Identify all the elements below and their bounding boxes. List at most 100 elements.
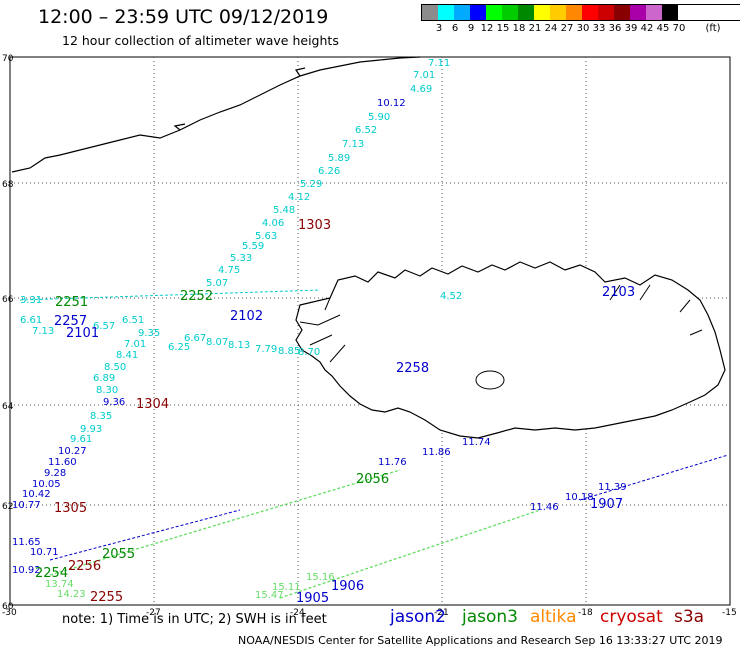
legend-tick-label: 9	[467, 23, 475, 34]
wave-height-value: 5.48	[273, 205, 295, 216]
wave-height-value: 11.76	[378, 457, 407, 468]
legend-color-bar	[421, 4, 740, 21]
wave-height-value: 8.50	[104, 362, 126, 373]
wave-height-value: 5.90	[368, 112, 390, 123]
legend-swatch	[614, 5, 630, 20]
wave-height-value: 5.63	[255, 231, 277, 242]
footer-note: note: 1) Time is in UTC; 2) SWH is in fe…	[62, 612, 327, 627]
pass-label-jason3: 2055	[102, 547, 135, 562]
wave-height-value: 4.06	[262, 218, 284, 229]
wave-height-value: 10.27	[58, 446, 87, 457]
legend-jason3: jason3	[462, 607, 518, 627]
legend-tick-label: 45	[656, 23, 670, 34]
legend-tick-label: 3	[435, 23, 443, 34]
wave-height-value: 4.52	[440, 291, 462, 302]
wave-height-value: 7.13	[342, 139, 364, 150]
iceland-landmass	[295, 261, 726, 439]
pass-label-s3a: 1305	[54, 501, 87, 516]
legend-ticks: 3 6 9 12 15 18 21 24 27 30 33 36 39 42 45 70 (ft)	[421, 21, 740, 35]
lon-label: -27	[146, 608, 161, 618]
legend-jason2: jason2	[390, 607, 446, 627]
wave-height-value: 10.77	[12, 500, 41, 511]
wave-height-value: 15.47	[255, 590, 284, 601]
lon-label: -24	[290, 608, 305, 618]
wave-height-value: 9.35	[138, 328, 160, 339]
lon-label: -18	[578, 608, 593, 618]
wave-height-value: 4.75	[218, 265, 240, 276]
legend-tick-label: 24	[544, 23, 558, 34]
lat-label: 64	[2, 402, 14, 412]
map-title: 12:00 – 23:59 UTC 09/12/2019	[38, 6, 329, 28]
lon-label: -30	[2, 608, 17, 618]
wave-height-value: 6.25	[168, 342, 190, 353]
legend-tick-label: 30	[576, 23, 590, 34]
wave-height-value: 6.61	[20, 315, 42, 326]
wave-height-value: 9.28	[44, 468, 66, 479]
wave-height-value: 7.01	[413, 70, 435, 81]
pass-label-s3a: 1303	[298, 218, 331, 233]
wave-height-value: 15.16	[306, 572, 335, 583]
wave-height-value: 10.18	[565, 492, 594, 503]
plot-frame	[9, 56, 731, 606]
wave-height-value: 6.89	[93, 373, 115, 384]
legend-swatch	[598, 5, 614, 20]
legend-swatch	[662, 5, 678, 20]
jason3-track-line	[49, 469, 401, 576]
legend-altika: altika	[530, 607, 577, 627]
wave-height-value: 8.41	[116, 350, 138, 361]
jason3-track-line	[279, 509, 541, 599]
lake-outline	[475, 370, 505, 390]
wave-height-value: 11.46	[530, 502, 559, 513]
iceland-fjords	[299, 284, 703, 363]
wave-height-value: 11.39	[598, 482, 627, 493]
legend-tick-label: 18	[512, 23, 526, 34]
pass-label-jason2: 1906	[331, 579, 364, 594]
wave-height-value: 5.89	[328, 153, 350, 164]
wave-height-value: 6.51	[122, 315, 144, 326]
lat-label: 70	[2, 54, 14, 64]
wave-height-value: 10.12	[377, 98, 406, 109]
legend-swatch	[438, 5, 454, 20]
legend-tick-label: 21	[528, 23, 542, 34]
legend-swatch	[550, 5, 566, 20]
pass-label-jason2: 2258	[396, 361, 429, 376]
wave-height-value: 11.74	[462, 437, 491, 448]
wave-height-value: 9.61	[70, 434, 92, 445]
satellite-tracks: 7.117.014.6910.125.906.527.135.896.265.2…	[12, 58, 729, 606]
wave-height-value: 4.12	[288, 192, 310, 203]
wave-height-value: 8.85	[278, 346, 300, 357]
legend-tick-label: 15	[496, 23, 510, 34]
wave-height-value: 7.01	[124, 339, 146, 350]
credit-line: NOAA/NESDIS Center for Satellite Applica…	[238, 634, 723, 647]
legend-swatch	[518, 5, 534, 20]
wave-height-value: 11.86	[422, 447, 451, 458]
legend-unit: (ft)	[705, 23, 721, 34]
wave-height-value: 6.52	[355, 125, 377, 136]
pass-label-jason3: 2252	[180, 289, 213, 304]
wave-height-value: 8.07	[206, 337, 228, 348]
pass-label-s3a: 2256	[68, 559, 101, 574]
pass-label-s3a: 1304	[136, 397, 169, 412]
legend-tick-label: 39	[624, 23, 638, 34]
pass-label-jason3: 2251	[55, 295, 88, 310]
legend-swatch	[646, 5, 662, 20]
map-grid: 70 68 66 64 62 60-30 -27 -24 -21 -18 -15	[2, 54, 737, 618]
lat-label: 68	[2, 180, 14, 190]
legend-swatch	[486, 5, 502, 20]
wave-height-value: 8.35	[90, 411, 112, 422]
wave-height-value: 5.29	[300, 179, 322, 190]
map-subtitle: 12 hour collection of altimeter wave hei…	[62, 33, 339, 48]
wave-height-value: 8.30	[96, 385, 118, 396]
wave-height-value: 8.13	[228, 340, 250, 351]
wave-height-value: 10.42	[22, 489, 51, 500]
cyan-track-line	[19, 289, 321, 301]
wave-height-value: 4.69	[410, 84, 432, 95]
legend-swatch	[422, 5, 438, 20]
lon-label: -21	[434, 608, 449, 618]
pass-label-jason2: 2102	[230, 309, 263, 324]
legend-swatch	[470, 5, 486, 20]
wave-height-value: 11.60	[48, 457, 77, 468]
wave-height-value: 9.93	[80, 424, 102, 435]
legend-tick-label: 42	[640, 23, 654, 34]
wave-height-value: 6.57	[93, 321, 115, 332]
